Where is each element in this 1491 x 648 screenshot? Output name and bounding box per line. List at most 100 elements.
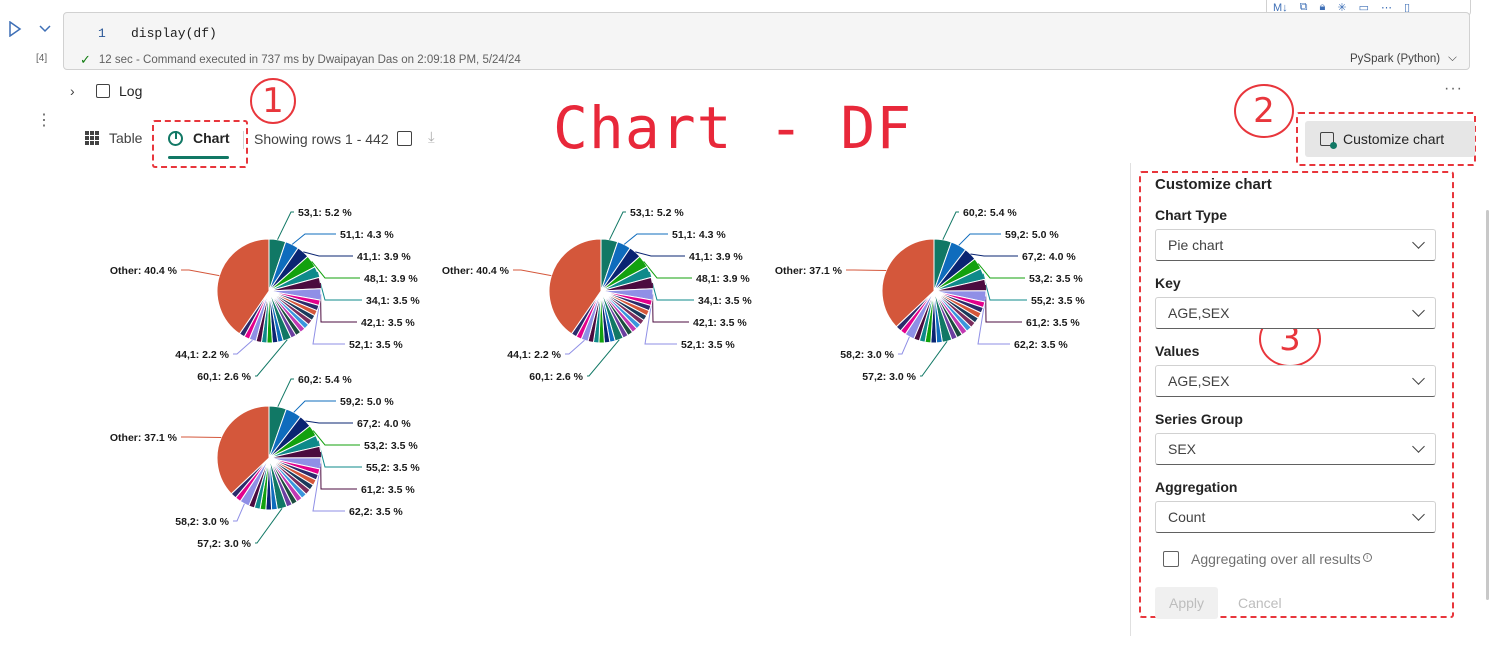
slice-label: 60,2: 5.4 % [963, 207, 1017, 219]
chevron-down-icon [1412, 440, 1425, 453]
download-icon[interactable]: ⤓ [428, 129, 435, 146]
slice-label: 62,2: 3.5 % [1014, 339, 1068, 351]
slice-label: 41,1: 3.9 % [689, 251, 743, 263]
cancel-button[interactable]: Cancel [1238, 595, 1282, 611]
label-leader-line [587, 339, 620, 377]
label-leader-line [644, 294, 677, 345]
annotation-box-tab [152, 120, 248, 168]
annotation-box-panel [1139, 171, 1454, 618]
apply-button[interactable]: Apply [1155, 587, 1218, 619]
chart-type-select[interactable]: Pie chart [1155, 229, 1436, 261]
more-icon[interactable]: ⋯ [1381, 2, 1393, 14]
slice-label: Other: 37.1 % [110, 432, 178, 444]
slice-label: 60,1: 2.6 % [529, 371, 583, 383]
label-leader-line [233, 503, 245, 522]
slice-label: 48,1: 3.9 % [364, 273, 418, 285]
slice-label: 52,1: 3.5 % [349, 339, 403, 351]
code-cell[interactable] [63, 12, 1470, 70]
slice-label: 42,1: 3.5 % [361, 317, 415, 329]
annotation-marker-1: 1 [250, 78, 296, 124]
panel-actions: Apply Cancel [1155, 587, 1437, 619]
customize-chart-label: Customize chart [1343, 131, 1445, 147]
aggregating-checkbox[interactable] [1163, 551, 1179, 567]
run-cell-icon[interactable] [8, 21, 22, 37]
slice-label: 51,1: 4.3 % [672, 229, 726, 241]
label-leader-line [846, 269, 887, 271]
pie-chart-1: 53,1: 5.2 % 51,1: 4.3 % 41,1: 3.9 % 48,1: 3… [110, 207, 420, 383]
slice-label: 53,1: 5.2 % [298, 207, 352, 219]
slice-label: 55,2: 3.5 % [366, 462, 420, 474]
pie-slice[interactable] [881, 238, 935, 328]
slice-label: 58,2: 3.0 % [175, 516, 229, 528]
execution-count: [4] [36, 53, 48, 64]
label-leader-line [181, 269, 220, 277]
slice-label: 61,2: 3.5 % [1026, 317, 1080, 329]
slice-label: 48,1: 3.9 % [696, 273, 750, 285]
execution-status-text: 12 sec - Command executed in 737 ms by D… [98, 54, 521, 66]
chart-settings-icon [1320, 132, 1337, 149]
key-select[interactable]: AGE,SEX [1155, 297, 1436, 329]
language-selector[interactable]: PySpark (Python) ⌵ [1350, 52, 1457, 65]
more-options-icon[interactable]: ··· [1444, 80, 1463, 97]
slice-label: 57,2: 3.0 % [197, 538, 251, 550]
chevron-down-icon[interactable] [36, 20, 54, 38]
label-leader-line [513, 269, 552, 277]
tab-chart[interactable]: Chart [168, 130, 230, 146]
aggregating-option: Aggregating over all results i [1163, 551, 1437, 567]
label-leader-line [609, 211, 626, 240]
log-label[interactable]: Log [119, 83, 143, 99]
label-leader-line [277, 211, 294, 240]
label-leader-line [255, 508, 283, 544]
pie-slice[interactable] [548, 238, 602, 335]
label-leader-line [643, 261, 692, 279]
pie-chart-3: 60,2: 5.4 % 59,2: 5.0 % 67,2: 4.0 % 53,2: 3… [775, 207, 1085, 383]
key-label: Key [1155, 275, 1181, 291]
slice-label: 42,1: 3.5 % [693, 317, 747, 329]
slice-label: Other: 40.4 % [442, 265, 510, 277]
annotation-title: Chart - DF [553, 94, 913, 162]
tab-table[interactable]: Table [85, 130, 142, 146]
values-select[interactable]: AGE,SEX [1155, 365, 1436, 397]
values-value: AGE,SEX [1168, 373, 1230, 389]
lock-icon[interactable]: 🔒︎ [1319, 1, 1326, 13]
slice-label: 53,2: 3.5 % [1029, 273, 1083, 285]
annotation-box-button [1296, 112, 1476, 166]
table-settings-icon[interactable] [397, 131, 412, 146]
pie-slice[interactable] [216, 238, 270, 335]
pie-slice[interactable] [216, 405, 270, 495]
series-group-select[interactable]: SEX [1155, 433, 1436, 465]
freeze-icon[interactable]: ✳ [1337, 2, 1347, 14]
aggregation-select[interactable]: Count [1155, 501, 1436, 533]
execution-status: ✓ 12 sec - Command executed in 737 ms by… [80, 52, 521, 68]
chevron-right-icon[interactable]: › [70, 83, 75, 99]
more-options-icon[interactable]: ⋮ [36, 112, 53, 129]
comment-icon[interactable]: ▭ [1358, 2, 1370, 14]
chevron-down-icon: ⌵ [1448, 52, 1457, 64]
log-icon [96, 84, 110, 98]
chevron-down-icon [1412, 304, 1425, 317]
selected-tab-indicator [168, 156, 229, 159]
chart-type-label: Chart Type [1155, 207, 1228, 223]
check-icon: ✓ [80, 52, 91, 67]
label-leader-line [985, 284, 1022, 323]
label-leader-line [311, 261, 360, 279]
slice-label: 60,2: 5.4 % [298, 374, 352, 386]
label-leader-line [312, 463, 345, 512]
slice-label: Other: 37.1 % [775, 265, 843, 277]
label-leader-line [319, 282, 357, 323]
label-leader-line [651, 282, 689, 323]
code-text[interactable]: display(df) [131, 26, 217, 41]
scrollbar[interactable] [1486, 210, 1489, 600]
key-value: AGE,SEX [1168, 305, 1230, 321]
label-leader-line [305, 420, 353, 424]
customize-chart-button[interactable]: Customize chart [1305, 121, 1475, 157]
slice-label: 34,1: 3.5 % [366, 295, 420, 307]
customize-chart-panel: Customize chart Chart Type Pie chart Key… [1155, 176, 1437, 619]
delete-icon[interactable]: ▯ [1404, 2, 1411, 14]
label-leader-line [320, 451, 357, 490]
label-leader-line [303, 251, 353, 257]
info-icon[interactable]: i [1362, 553, 1372, 562]
rows-info: Showing rows 1 - 442 [254, 131, 389, 147]
mask-icon[interactable]: ⧉ [1299, 1, 1308, 13]
markdown-icon[interactable]: M↓ [1273, 1, 1288, 14]
